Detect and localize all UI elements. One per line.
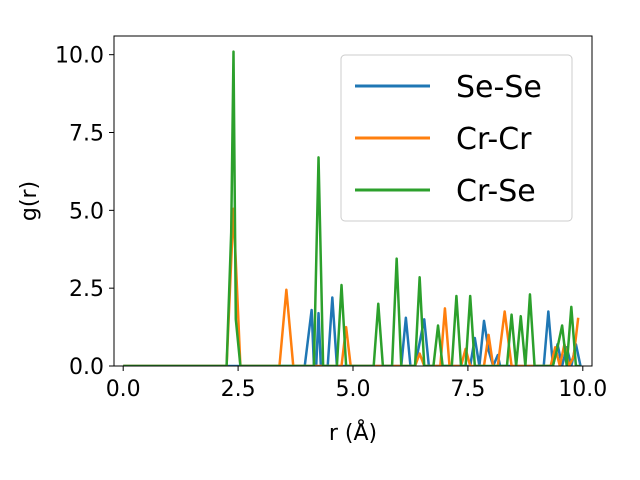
plot-lines (123, 50, 582, 366)
legend-label-se-se: Se-Se (456, 70, 542, 105)
x-axis-label: r (Å) (329, 419, 377, 446)
legend-box (340, 54, 573, 222)
x-tick-label: 7.5 (450, 377, 485, 402)
series-line-cr-se (123, 50, 581, 366)
y-tick-label: 7.5 (69, 122, 104, 147)
x-tick-label: 2.5 (221, 377, 256, 402)
y-tick-label: 10.0 (55, 44, 104, 69)
y-tick-label: 0.0 (69, 355, 104, 380)
legend-label-cr-se: Cr-Se (456, 174, 536, 209)
x-tick-label: 0.0 (106, 377, 141, 402)
y-tick-label: 5.0 (69, 199, 104, 224)
x-axis-ticks: 0.0 2.5 5.0 7.5 10.0 (106, 366, 607, 402)
legend-label-cr-cr: Cr-Cr (456, 122, 532, 157)
y-axis-label: g(r) (17, 181, 42, 221)
x-tick-label: 5.0 (336, 377, 371, 402)
legend: Se-Se Cr-Cr Cr-Se (340, 54, 573, 222)
y-axis-ticks: 0.0 2.5 5.0 7.5 10.0 (55, 44, 114, 380)
y-tick-label: 2.5 (69, 277, 104, 302)
x-tick-label: 10.0 (558, 377, 607, 402)
